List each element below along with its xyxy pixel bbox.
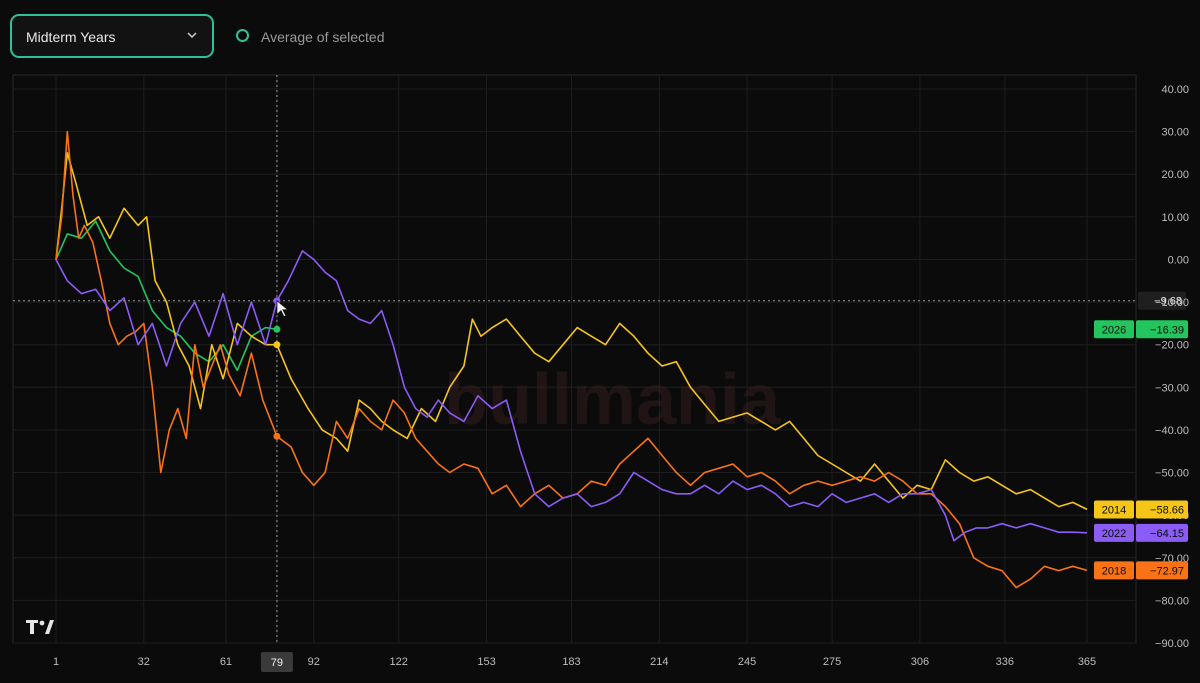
series-line-2018 xyxy=(55,130,1088,589)
series-value-tag xyxy=(1136,320,1188,339)
y-tick-label: 10.00 xyxy=(1161,212,1189,224)
average-of-selected-label: Average of selected xyxy=(261,29,385,45)
y-tick-label: 20.00 xyxy=(1161,169,1189,181)
x-tick-label: 1 xyxy=(53,656,59,668)
series-name-text: 2014 xyxy=(1102,504,1126,516)
end-label-2014: 2014 −58.66 xyxy=(1094,500,1188,519)
series-name-text: 2026 xyxy=(1102,324,1126,336)
x-tick-label: 61 xyxy=(220,656,232,668)
crosshair-x-label: 79 xyxy=(271,657,283,669)
y-tick-label: −80.00 xyxy=(1155,595,1189,607)
cursor-icon xyxy=(276,299,290,318)
series-value-text: −16.39 xyxy=(1150,324,1184,336)
series-name-tag xyxy=(1094,500,1134,519)
x-tick-label: 32 xyxy=(138,656,150,668)
tradingview-logo-icon xyxy=(26,620,54,634)
series-name-text: 2022 xyxy=(1102,528,1126,540)
series-lines xyxy=(55,130,1088,589)
x-tick-label: 306 xyxy=(911,656,929,668)
series-name-tag xyxy=(1094,561,1134,580)
crosshair-marker-2014 xyxy=(273,341,281,349)
y-tick-label: −30.00 xyxy=(1155,382,1189,394)
series-line-2022 xyxy=(55,250,1088,542)
x-tick-label: 245 xyxy=(738,656,756,668)
series-value-tag xyxy=(1136,561,1188,580)
crosshair-y-label-box xyxy=(1138,291,1186,310)
crosshair-y-label: −9.68 xyxy=(1154,296,1182,308)
y-tick-label: 30.00 xyxy=(1161,127,1189,139)
x-tick-label: 275 xyxy=(823,656,841,668)
x-tick-label: 92 xyxy=(308,656,320,668)
chart-toolbar: Midterm Years Average of selected xyxy=(0,0,1200,72)
chart-area[interactable]: bullmania 79 −9.68 40.00 30.00 20.00 10.00 0.… xyxy=(12,74,1200,678)
end-label-2022: 2022 −64.15 xyxy=(1094,523,1188,542)
average-radio-button[interactable] xyxy=(236,29,249,42)
x-tick-label: 214 xyxy=(650,656,668,668)
x-tick-label: 365 xyxy=(1078,656,1096,668)
y-tick-label: 40.00 xyxy=(1161,84,1189,96)
y-tick-label: 0.00 xyxy=(1168,254,1189,266)
grid-lines xyxy=(13,75,1136,644)
y-tick-label: −20.00 xyxy=(1155,340,1189,352)
y-tick-label: −50.00 xyxy=(1155,468,1189,480)
y-tick-label: −90.00 xyxy=(1155,638,1189,650)
x-axis: 1 32 61 92 122 153 183 214 245 275 306 336 365 xyxy=(53,656,1096,668)
series-name-text: 2018 xyxy=(1102,565,1126,577)
bullmania-watermark: bullmania xyxy=(444,360,781,440)
end-label-2018: 2018 −72.97 xyxy=(1094,561,1188,580)
series-value-tag xyxy=(1136,523,1188,542)
crosshair-marker-2026 xyxy=(273,325,281,333)
series-line-2026 xyxy=(55,220,278,372)
x-tick-label: 153 xyxy=(477,656,495,668)
y-tick-label: −10.00 xyxy=(1155,297,1189,309)
year-set-dropdown[interactable]: Midterm Years xyxy=(10,14,214,58)
line-chart[interactable]: bullmania 79 −9.68 40.00 30.00 20.00 10.00 0.… xyxy=(12,74,1200,678)
crosshair-x-label-box xyxy=(260,652,293,672)
end-label-2026: 2026 −16.39 xyxy=(1094,320,1188,339)
series-value-text: −58.66 xyxy=(1150,504,1184,516)
y-tick-label: −40.00 xyxy=(1155,425,1189,437)
series-name-tag xyxy=(1094,320,1134,339)
series-value-tag xyxy=(1136,500,1188,519)
chevron-down-icon xyxy=(187,32,197,39)
crosshair-marker-2018 xyxy=(273,432,281,440)
x-tick-label: 336 xyxy=(996,656,1014,668)
series-value-text: −64.15 xyxy=(1150,528,1184,540)
dropdown-selected-value: Midterm Years xyxy=(26,29,116,45)
series-end-labels: 2026 −16.39 2014 −58.66 2018 −72.97 2022 −64.15 xyxy=(1094,320,1188,580)
x-tick-label: 122 xyxy=(390,656,408,668)
series-value-text: −72.97 xyxy=(1150,565,1184,577)
x-tick-label: 183 xyxy=(562,656,580,668)
crosshair: 79 −9.68 xyxy=(13,75,1186,672)
series-name-tag xyxy=(1094,523,1134,542)
